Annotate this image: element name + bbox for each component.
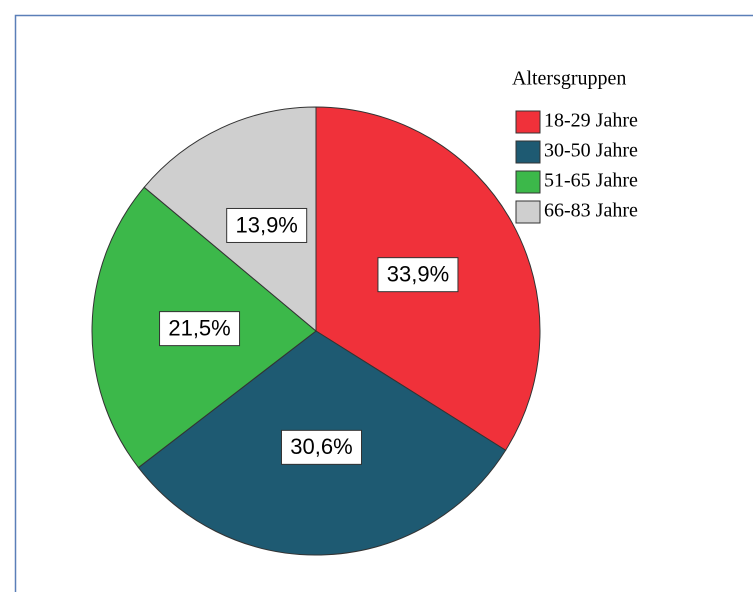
legend-swatch xyxy=(515,110,541,134)
label-box xyxy=(280,429,362,465)
legend-swatch xyxy=(515,170,541,194)
label-box xyxy=(159,311,241,347)
legend-title: Altersgruppen xyxy=(512,68,626,90)
legend-label: 30-50 Jahre xyxy=(544,140,638,162)
data-label: 33,9% xyxy=(387,261,449,286)
label-box xyxy=(377,257,459,293)
label-box xyxy=(226,207,308,243)
legend-swatch xyxy=(515,200,541,224)
legend-label: 18-29 Jahre xyxy=(544,110,638,132)
legend-label: 66-83 Jahre xyxy=(544,200,638,222)
legend-label: 51-65 Jahre xyxy=(544,170,638,192)
data-label: 21,5% xyxy=(168,315,230,340)
data-label: 30,6% xyxy=(290,434,352,459)
legend-swatch xyxy=(515,140,541,164)
data-label: 13,9% xyxy=(235,212,297,237)
